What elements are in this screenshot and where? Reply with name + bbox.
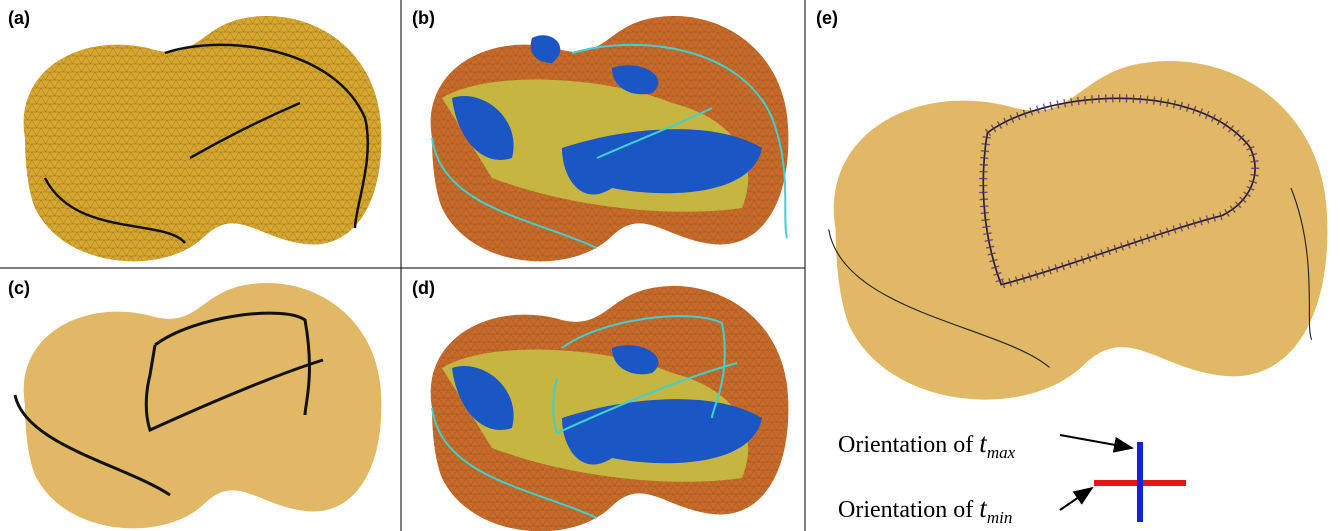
- panel-label: (c): [8, 278, 30, 298]
- curvature-model: [431, 286, 789, 531]
- legend-text: Orientation of tmin: [838, 493, 1012, 527]
- smooth-model: [829, 61, 1328, 400]
- legend-prefix: Orientation of: [838, 497, 979, 523]
- smooth-model: [15, 283, 381, 528]
- legend-prefix: Orientation of: [838, 432, 979, 458]
- panel-label: (d): [412, 278, 435, 298]
- arrow: [1060, 435, 1132, 448]
- mesh-model: [24, 16, 382, 261]
- legend-subscript: max: [987, 443, 1016, 462]
- arrow: [1060, 488, 1092, 510]
- figure: (a) (b) (c) (d) (e) Orientation of tmax …: [0, 0, 1340, 531]
- legend-subscript: min: [987, 508, 1013, 527]
- panel-label: (e): [816, 8, 838, 28]
- legend-text: Orientation of tmax: [838, 428, 1016, 462]
- curvature-model: [431, 16, 789, 261]
- panel-label: (a): [8, 8, 30, 28]
- panel-label: (b): [412, 8, 435, 28]
